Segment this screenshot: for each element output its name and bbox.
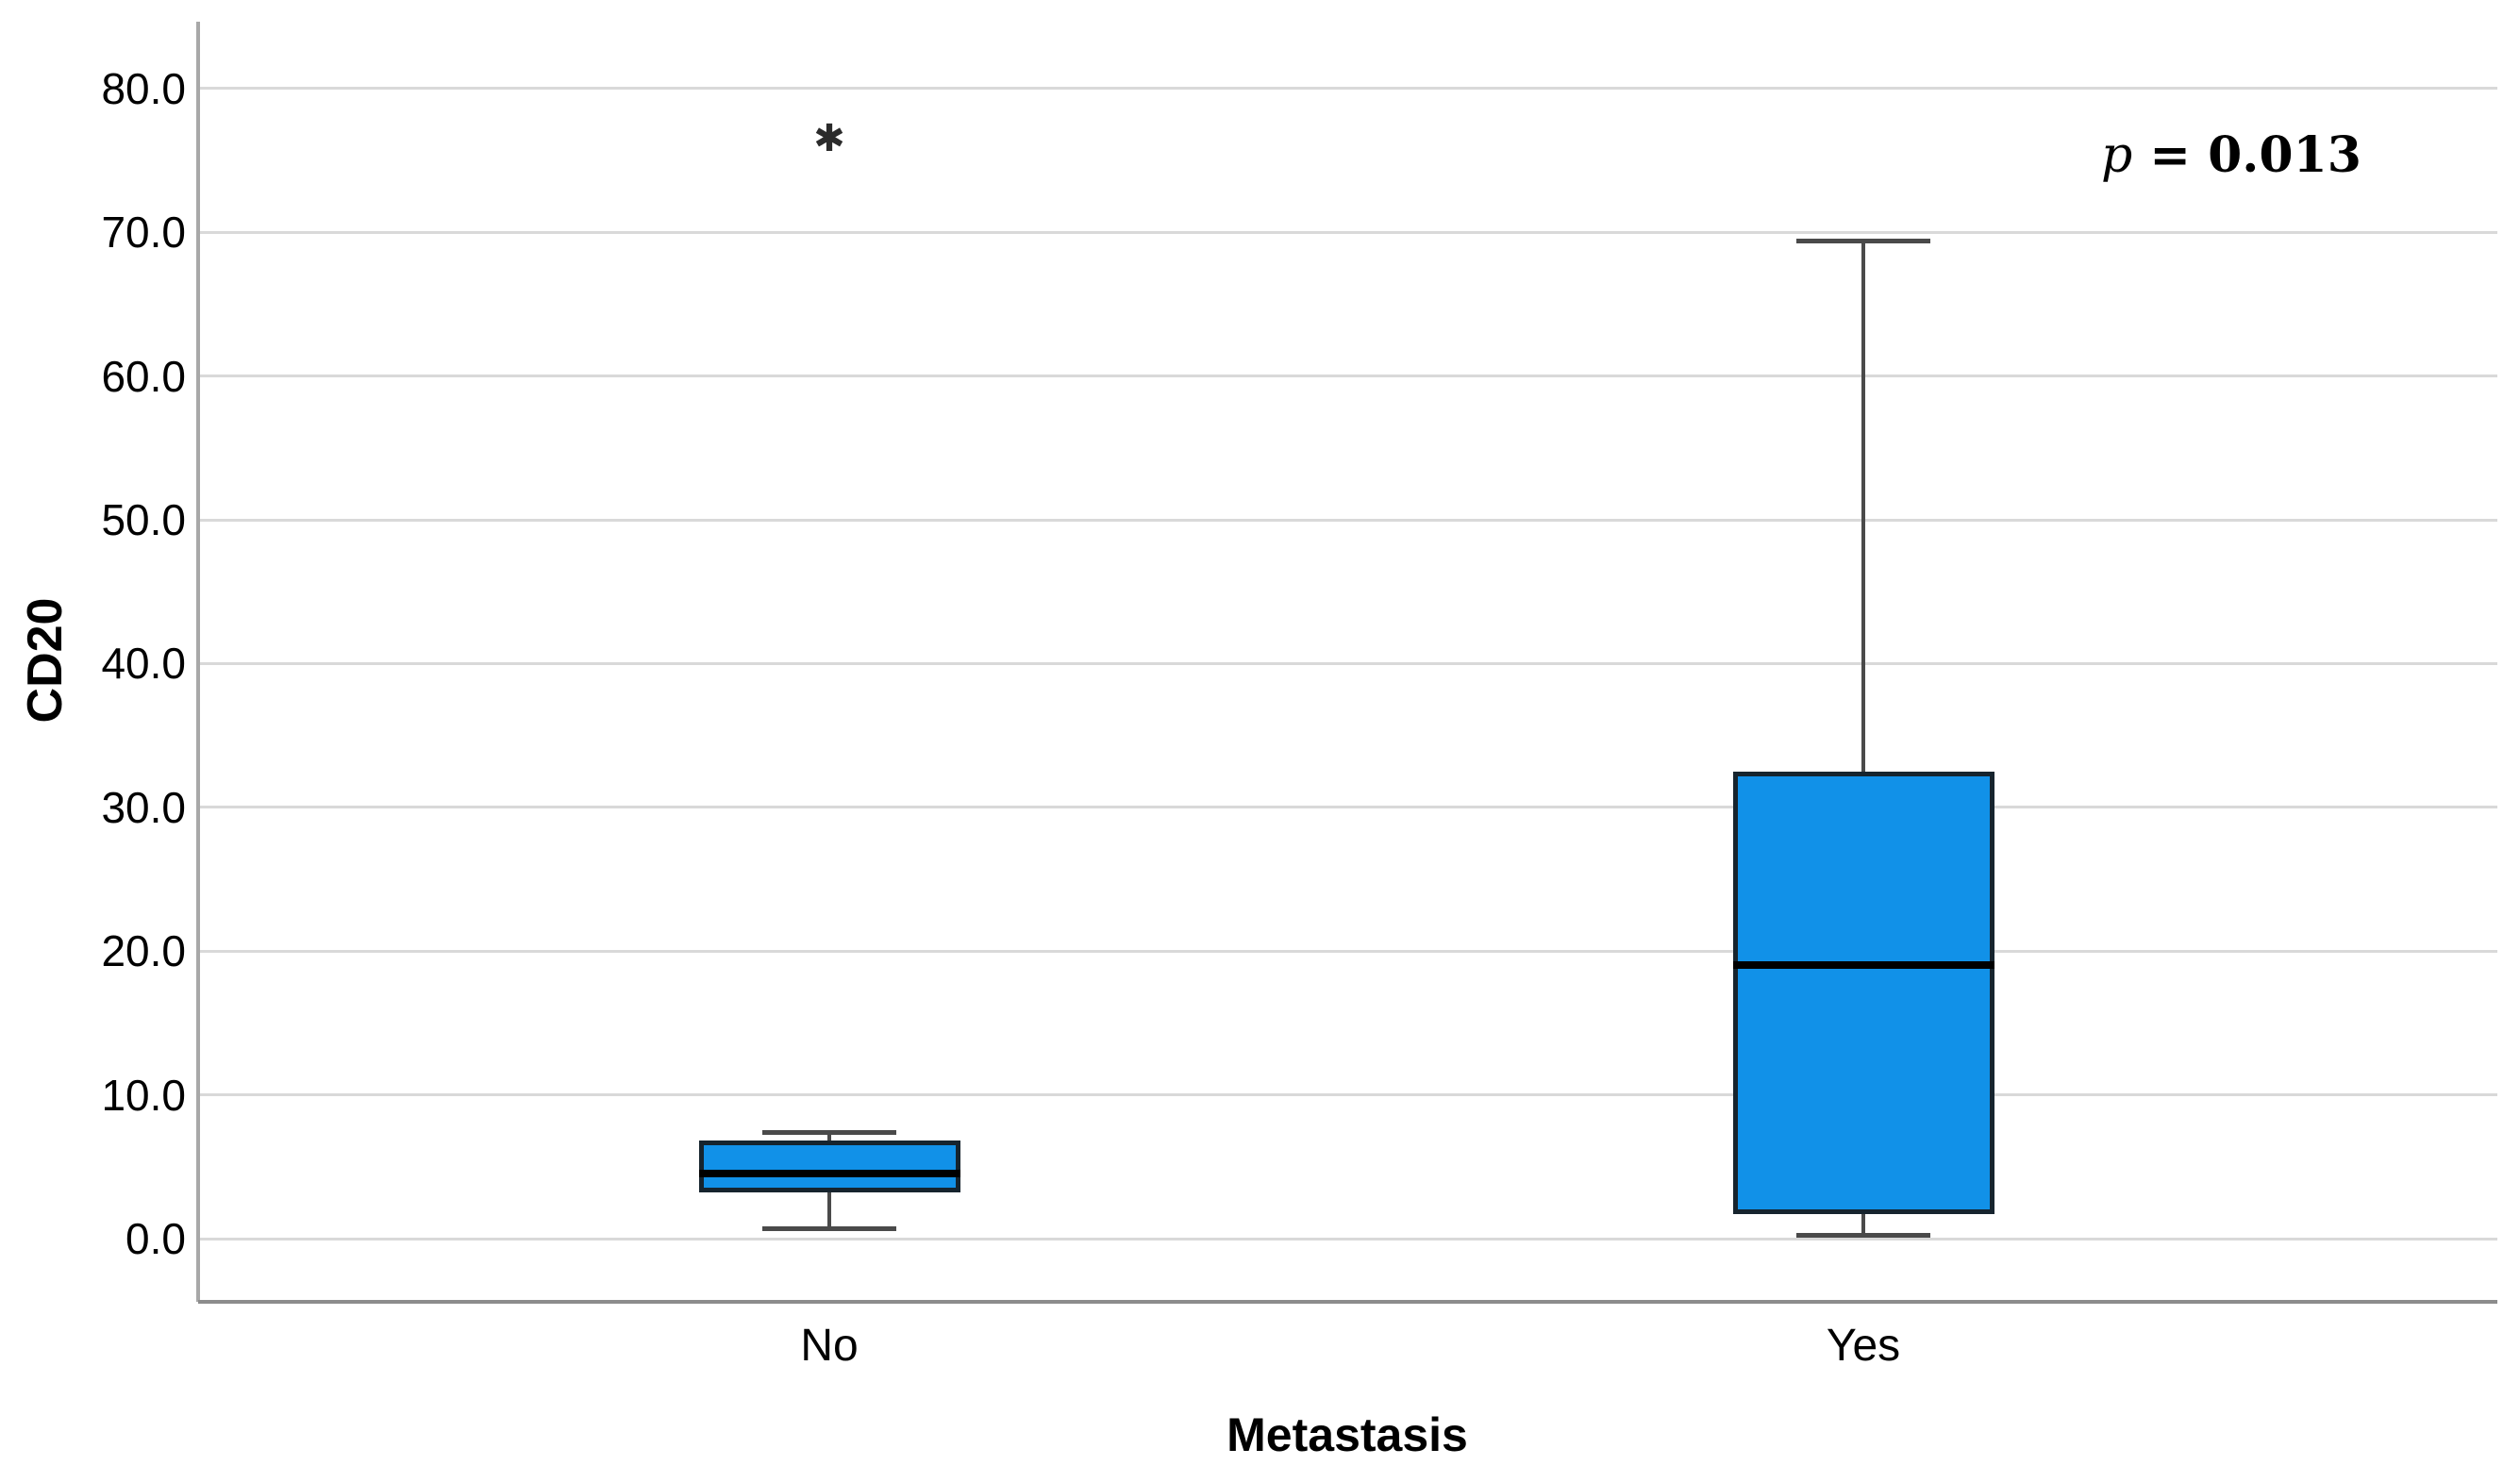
gridline	[198, 806, 2497, 809]
lower-whisker-cap-no	[762, 1225, 896, 1231]
x-axis-title: Metastasis	[1227, 1408, 1468, 1461]
y-tick-label: 70.0	[101, 208, 186, 258]
y-axis-title: CD20	[18, 597, 73, 724]
median-line-yes	[1732, 961, 1994, 970]
y-tick-label: 20.0	[101, 926, 186, 976]
box-yes	[1732, 771, 1994, 1215]
gridline	[198, 375, 2497, 378]
x-axis-line	[198, 1300, 2497, 1304]
lower-whisker-no	[827, 1192, 831, 1229]
upper-whisker-no	[827, 1132, 831, 1141]
x-tick-label-yes: Yes	[1826, 1321, 1901, 1371]
median-line-no	[698, 1170, 960, 1178]
p-symbol: p	[2101, 127, 2133, 184]
gridline	[198, 661, 2497, 665]
gridline	[198, 230, 2497, 234]
x-tick-label-no: No	[800, 1321, 859, 1371]
y-tick-label: 30.0	[101, 782, 186, 832]
p-value-text	[2132, 126, 2149, 184]
y-tick-label: 0.0	[125, 1214, 186, 1263]
y-tick-label: 80.0	[101, 63, 186, 113]
y-tick-label: 60.0	[101, 351, 186, 401]
p-value: = 0.013	[2149, 126, 2361, 184]
upper-whisker-yes	[1861, 241, 1865, 772]
lower-whisker-cap-yes	[1796, 1233, 1930, 1239]
box-no	[698, 1141, 960, 1193]
gridline	[198, 949, 2497, 953]
lower-whisker-yes	[1861, 1214, 1865, 1236]
upper-whisker-cap-yes	[1796, 238, 1930, 243]
p-value-annotation: p = 0.013	[2101, 126, 2361, 184]
outlier-marker-no: ✱	[813, 118, 845, 160]
upper-whisker-cap-no	[762, 1129, 896, 1135]
gridline	[198, 1237, 2497, 1241]
y-axis-line	[196, 22, 200, 1302]
gridline	[198, 1093, 2497, 1097]
gridline	[198, 87, 2497, 91]
y-tick-label: 10.0	[101, 1070, 186, 1120]
y-tick-label: 50.0	[101, 495, 186, 544]
y-tick-label: 40.0	[101, 639, 186, 689]
gridline	[198, 518, 2497, 522]
